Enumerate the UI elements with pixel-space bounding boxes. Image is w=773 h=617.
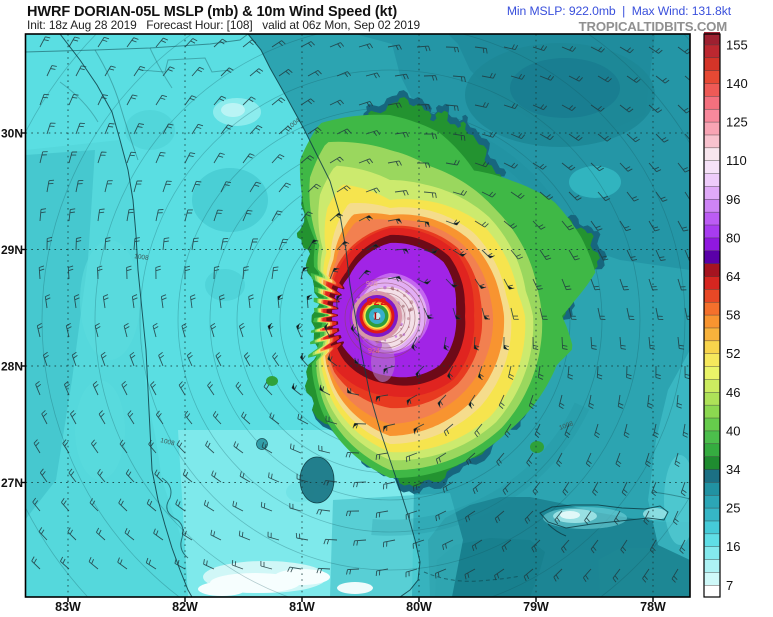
svg-text:96: 96 xyxy=(726,192,740,207)
svg-text:L: L xyxy=(374,312,381,323)
svg-text:16: 16 xyxy=(726,539,740,554)
svg-text:58: 58 xyxy=(726,308,740,323)
svg-text:1008: 1008 xyxy=(134,253,150,262)
svg-text:81W: 81W xyxy=(289,600,315,612)
svg-text:924: 924 xyxy=(368,348,380,355)
svg-text:TROPICALTIDBITS.COM: TROPICALTIDBITS.COM xyxy=(579,19,728,34)
svg-text:79W: 79W xyxy=(523,600,549,612)
svg-text:40: 40 xyxy=(726,423,740,438)
svg-text:64: 64 xyxy=(726,269,740,284)
svg-text:82W: 82W xyxy=(172,600,198,612)
svg-text:922: 922 xyxy=(367,296,388,308)
svg-text:29N: 29N xyxy=(1,243,23,257)
svg-text:78W: 78W xyxy=(640,600,666,612)
svg-text:7: 7 xyxy=(726,578,733,593)
svg-text:125: 125 xyxy=(726,115,748,130)
svg-text:80W: 80W xyxy=(406,600,432,612)
svg-text:Init: 18z Aug 28 2019 Foreca: Init: 18z Aug 28 2019 Forecast Hour: [10… xyxy=(27,18,420,32)
svg-text:30N: 30N xyxy=(1,127,23,141)
svg-text:28N: 28N xyxy=(1,360,23,374)
svg-text:27N: 27N xyxy=(1,476,23,490)
svg-text:1008: 1008 xyxy=(160,437,176,447)
svg-text:1008: 1008 xyxy=(558,420,574,432)
svg-text:110: 110 xyxy=(726,153,747,168)
svg-text:Min MSLP: 922.0mb | Max Wind: Min MSLP: 922.0mb | Max Wind: 131.8kt xyxy=(507,4,732,18)
svg-text:HWRF DORIAN-05L MSLP (mb) & 10: HWRF DORIAN-05L MSLP (mb) & 10m Wind Spe… xyxy=(27,4,397,20)
svg-text:80: 80 xyxy=(726,230,740,245)
svg-text:34: 34 xyxy=(726,462,740,477)
svg-text:928: 928 xyxy=(366,281,378,288)
svg-text:46: 46 xyxy=(726,385,740,400)
svg-text:25: 25 xyxy=(726,501,740,516)
svg-text:83W: 83W xyxy=(55,600,81,612)
svg-text:155: 155 xyxy=(726,37,748,52)
svg-text:140: 140 xyxy=(726,76,748,91)
svg-text:52: 52 xyxy=(726,346,740,361)
